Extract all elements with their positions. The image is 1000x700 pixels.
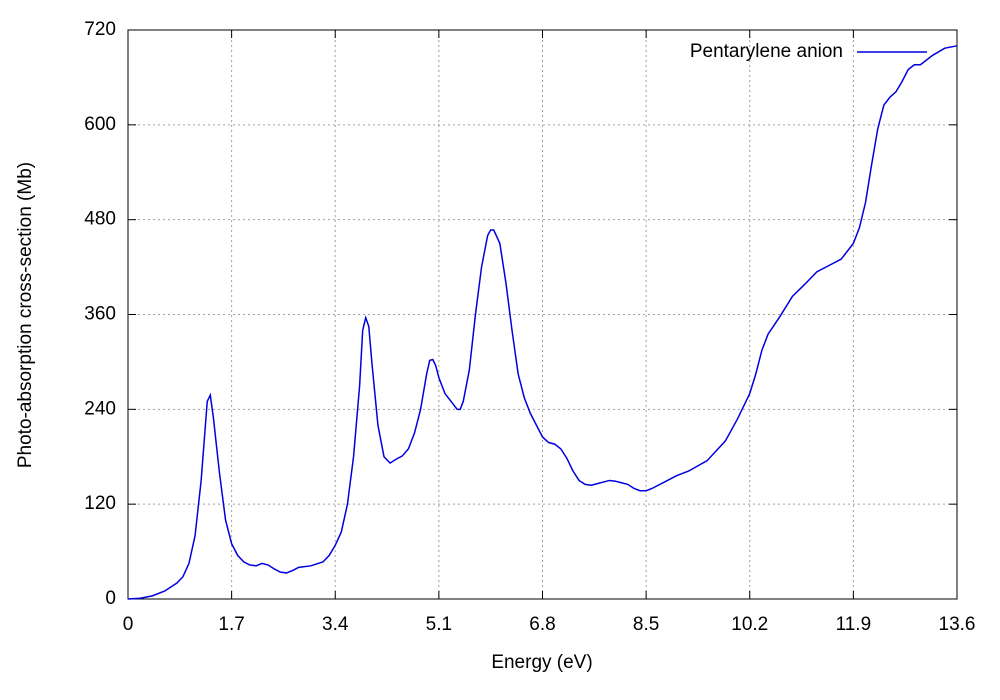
x-tick-label: 5.1 xyxy=(426,614,452,635)
x-tick-label: 13.6 xyxy=(939,614,976,635)
x-tick-label: 1.7 xyxy=(218,614,244,635)
y-tick-label: 120 xyxy=(84,493,116,514)
legend-label: Pentarylene anion xyxy=(690,41,843,62)
y-tick-label: 0 xyxy=(105,588,116,609)
x-tick-label: 10.2 xyxy=(731,614,768,635)
data-line xyxy=(127,45,958,600)
plot-frame xyxy=(127,29,958,600)
x-axis-label: Energy (eV) xyxy=(491,652,592,673)
y-axis-label: Photo-absorption cross-section (Mb) xyxy=(15,162,36,468)
x-tick-label: 11.9 xyxy=(836,614,872,635)
y-tick-label: 600 xyxy=(84,114,116,135)
y-tick-label: 720 xyxy=(84,19,116,40)
y-tick-label: 240 xyxy=(84,398,116,419)
x-tick-label: 0 xyxy=(123,614,134,635)
y-tick-label: 480 xyxy=(84,209,116,230)
x-tick-label: 6.8 xyxy=(529,614,555,635)
y-tick-label: 360 xyxy=(84,304,116,325)
x-tick-label: 3.4 xyxy=(322,614,349,635)
x-tick-label: 8.5 xyxy=(633,614,659,635)
